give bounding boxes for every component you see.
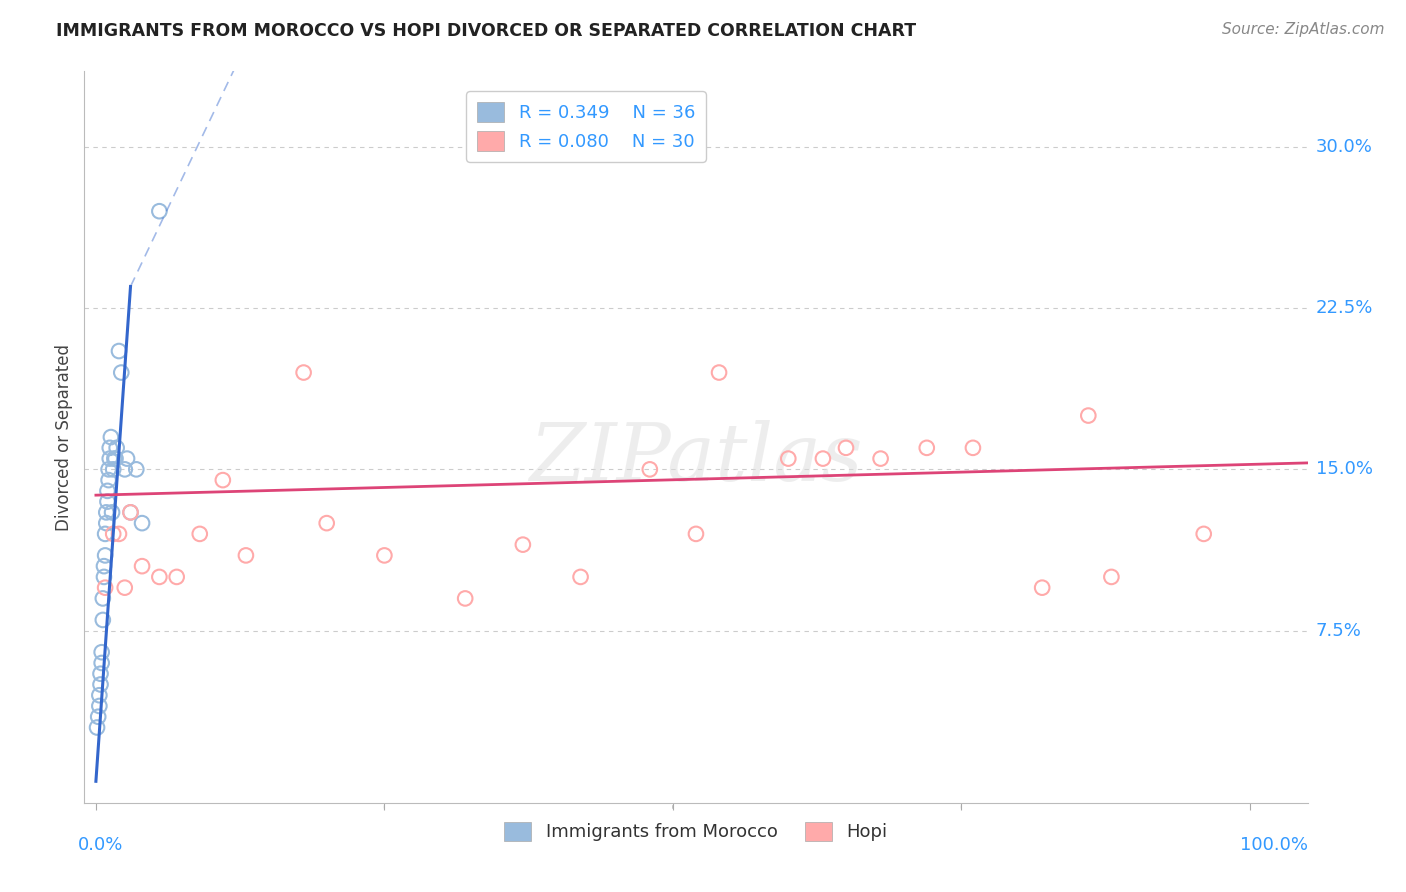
Point xyxy=(1192,527,1215,541)
Point xyxy=(97,462,120,476)
Text: 30.0%: 30.0% xyxy=(1316,137,1372,156)
Point xyxy=(103,451,125,466)
Point xyxy=(103,462,125,476)
Point xyxy=(100,430,122,444)
Point xyxy=(89,666,111,681)
Point xyxy=(707,366,730,380)
Point xyxy=(87,710,110,724)
Point xyxy=(166,570,188,584)
Point xyxy=(94,549,117,563)
Point xyxy=(98,451,121,466)
Point xyxy=(96,494,118,508)
Point xyxy=(962,441,984,455)
Y-axis label: Divorced or Separated: Divorced or Separated xyxy=(55,343,73,531)
Point xyxy=(108,344,131,359)
Point xyxy=(454,591,477,606)
Point xyxy=(115,451,138,466)
Point xyxy=(125,462,148,476)
Point xyxy=(91,613,114,627)
Point xyxy=(512,538,534,552)
Point xyxy=(96,516,118,530)
Point xyxy=(91,591,114,606)
Point xyxy=(89,698,111,713)
Point xyxy=(94,527,117,541)
Text: ZIPatlas: ZIPatlas xyxy=(529,420,863,498)
Point xyxy=(94,581,117,595)
Point xyxy=(110,366,132,380)
Point xyxy=(292,366,315,380)
Point xyxy=(638,462,661,476)
Point xyxy=(114,581,136,595)
Point xyxy=(915,441,938,455)
Point xyxy=(373,549,395,563)
Point xyxy=(101,505,124,519)
Text: 100.0%: 100.0% xyxy=(1240,836,1308,854)
Point xyxy=(148,204,170,219)
Point xyxy=(131,559,153,574)
Text: 7.5%: 7.5% xyxy=(1316,622,1362,640)
Point xyxy=(778,451,800,466)
Point xyxy=(1099,570,1122,584)
Point xyxy=(835,441,858,455)
Point xyxy=(90,645,112,659)
Point xyxy=(108,527,131,541)
Point xyxy=(89,688,111,702)
Point xyxy=(114,462,136,476)
Point xyxy=(105,441,128,455)
Point xyxy=(148,570,170,584)
Point xyxy=(86,721,108,735)
Text: 22.5%: 22.5% xyxy=(1316,299,1374,317)
Point xyxy=(103,527,125,541)
Point xyxy=(1031,581,1053,595)
Point xyxy=(315,516,337,530)
Point xyxy=(98,441,121,455)
Point xyxy=(869,451,891,466)
Point xyxy=(569,570,592,584)
Point xyxy=(96,505,118,519)
Text: Source: ZipAtlas.com: Source: ZipAtlas.com xyxy=(1222,22,1385,37)
Text: 15.0%: 15.0% xyxy=(1316,460,1372,478)
Point xyxy=(1077,409,1099,423)
Point xyxy=(685,527,707,541)
Text: IMMIGRANTS FROM MOROCCO VS HOPI DIVORCED OR SEPARATED CORRELATION CHART: IMMIGRANTS FROM MOROCCO VS HOPI DIVORCED… xyxy=(56,22,917,40)
Point xyxy=(90,656,112,670)
Point xyxy=(120,505,142,519)
Legend: Immigrants from Morocco, Hopi: Immigrants from Morocco, Hopi xyxy=(498,814,894,848)
Point xyxy=(89,677,111,691)
Point xyxy=(235,549,257,563)
Point xyxy=(131,516,153,530)
Point xyxy=(104,451,127,466)
Point xyxy=(120,505,142,519)
Point xyxy=(97,473,120,487)
Point xyxy=(93,559,115,574)
Point xyxy=(811,451,834,466)
Point xyxy=(96,483,118,498)
Point xyxy=(211,473,233,487)
Text: 0.0%: 0.0% xyxy=(79,836,124,854)
Point xyxy=(188,527,211,541)
Point xyxy=(93,570,115,584)
